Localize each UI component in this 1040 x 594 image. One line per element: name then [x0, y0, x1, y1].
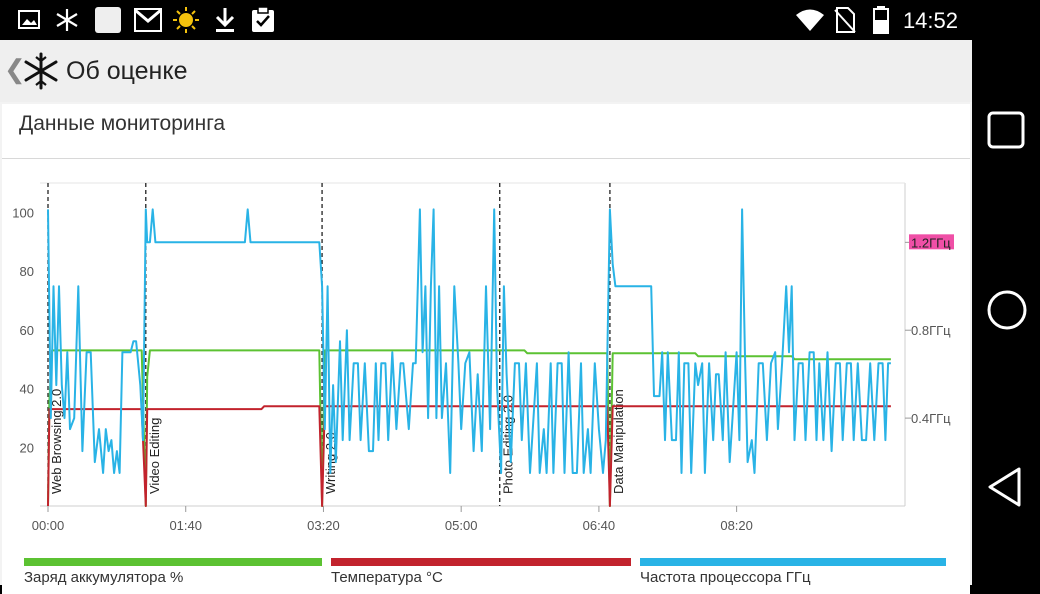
monitoring-card: Данные мониторинга: [2, 104, 970, 594]
section-label: Video Editing: [147, 418, 162, 494]
x-tick-label: 00:00: [32, 518, 65, 533]
no-sim-icon: [834, 7, 856, 33]
wifi-icon: [796, 9, 824, 31]
x-tick-label: 06:40: [583, 518, 616, 533]
page-title: Об оценке: [66, 57, 188, 85]
y-tick-label: 20: [20, 440, 34, 455]
series-line: [47, 349, 891, 507]
card-title: Данные мониторинга: [19, 112, 226, 135]
y-tick-label: 80: [20, 264, 34, 279]
x-tick-label: 01:40: [169, 518, 202, 533]
x-tick-label: 08:20: [720, 518, 753, 533]
y2-tick-label: 0.4ГГц: [911, 411, 951, 426]
content-area: Данные мониторинга 20 40 60 80 100 0.4ГГц 0.8Г…: [0, 102, 972, 594]
snowflake-icon[interactable]: [22, 52, 60, 90]
chevron-left-icon[interactable]: ❮: [4, 54, 26, 84]
gmail-icon: [134, 8, 162, 32]
clock: 14:52: [902, 8, 958, 33]
action-bar: ❮ Об оценке: [0, 40, 972, 102]
clipboard-check-icon: [252, 6, 274, 32]
legend-swatch: [331, 558, 631, 566]
blank-square-icon: [95, 7, 121, 33]
y2-tick-highlight: [909, 234, 954, 250]
x-tick-label: 05:00: [445, 518, 478, 533]
legend-label: Частота процессора ГГц: [640, 569, 811, 585]
y-tick-label: 60: [20, 323, 34, 338]
status-bar: 14:52: [0, 0, 972, 40]
legend-label: Температура °C: [331, 569, 443, 585]
download-icon: [215, 8, 235, 32]
series-line: [47, 405, 891, 507]
square-icon[interactable]: [986, 110, 1026, 150]
circle-icon[interactable]: [986, 289, 1028, 331]
divider: [2, 158, 970, 159]
y2-tick-label: 1.2ГГц: [911, 235, 951, 250]
y2-tick-label: 0.8ГГц: [911, 323, 951, 338]
series-line: [47, 208, 891, 474]
triangle-back-icon[interactable]: [986, 465, 1026, 509]
monitoring-chart: 20 40 60 80 100 0.4ГГц 0.8ГГц 1.2ГГц 00:00 01:40 0…: [12, 182, 954, 585]
snowflake-icon: [56, 9, 78, 31]
legend-swatch: [640, 558, 946, 566]
gallery-icon: [18, 10, 40, 29]
section-label: Data Manipulation: [611, 389, 626, 494]
y-tick-label: 100: [12, 205, 34, 220]
section-label: Web Browsing 2.0: [49, 389, 64, 494]
x-tick-label: 03:20: [307, 518, 340, 533]
legend-swatch: [24, 558, 322, 566]
navigation-bar: [972, 0, 1040, 585]
sun-icon: [173, 7, 199, 33]
legend-label: Заряд аккумулятора %: [24, 569, 183, 585]
battery-icon: [873, 6, 889, 34]
y-tick-label: 40: [20, 382, 34, 397]
